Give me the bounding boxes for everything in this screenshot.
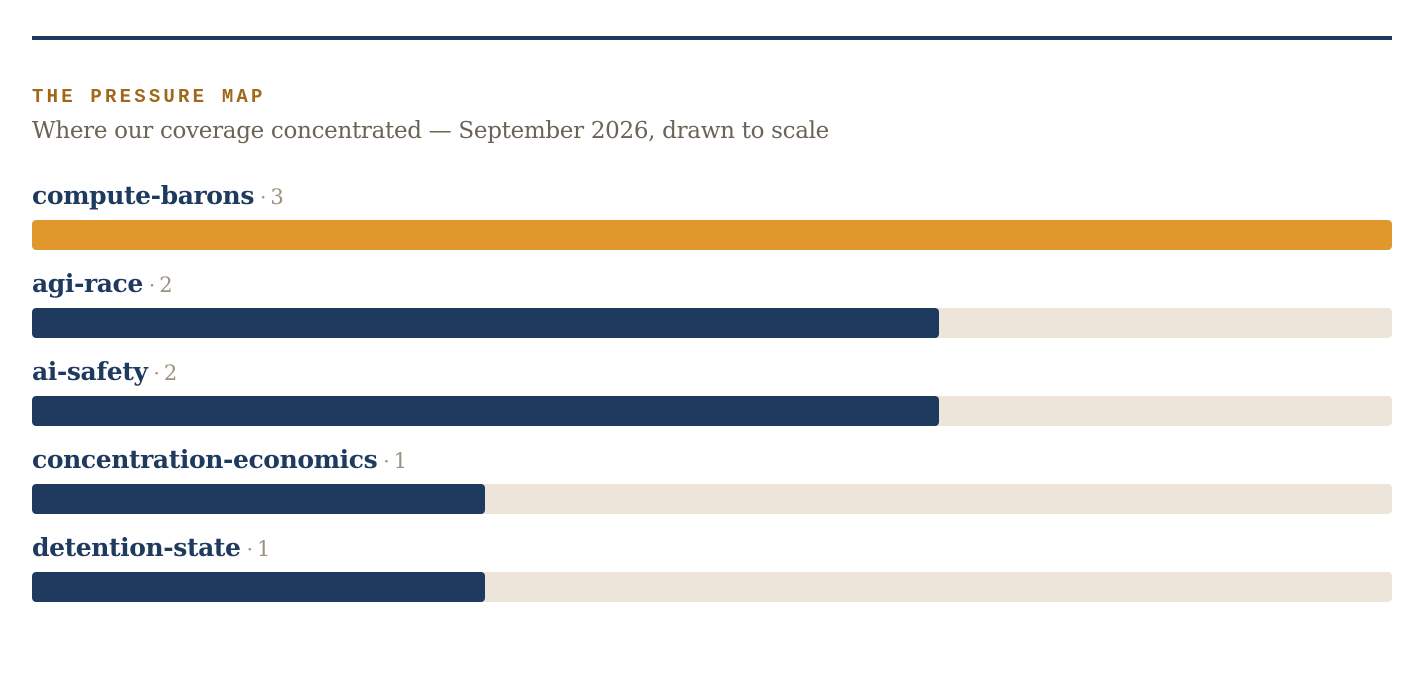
category-label: compute-barons [32,181,255,210]
value-label: 2 [163,361,178,385]
bar-row-agi-race: agi-race · 2 [32,258,1392,346]
label-separator: · [260,185,267,209]
category-label: concentration-economics [32,445,378,474]
chart-kicker: THE PRESSURE MAP [32,86,266,108]
label-separator: · [246,537,253,561]
bar [32,308,939,338]
category-label: agi-race [32,269,143,298]
pressure-map-panel: THE PRESSURE MAP Where our coverage conc… [32,36,1392,610]
bar-track [32,572,1392,602]
chart-subtitle: Where our coverage concentrated — Septem… [32,118,829,144]
bar-label: ai-safety · 2 [32,356,177,392]
top-rule [32,36,1392,40]
bar-track [32,308,1392,338]
bar-label: concentration-economics · 1 [32,444,407,480]
bar-label: detention-state · 1 [32,532,270,568]
value-label: 2 [159,273,173,297]
value-label: 1 [256,537,271,561]
bar-track [32,396,1392,426]
label-separator: · [148,273,156,297]
value-label: 1 [393,449,408,473]
bar [32,484,485,514]
bar-track [32,220,1392,250]
bar-row-concentration-economics: concentration-economics · 1 [32,434,1392,522]
bar-track [32,484,1392,514]
bar [32,220,1392,250]
bar-row-compute-barons: compute-barons · 3 [32,170,1392,258]
category-label: ai-safety [32,357,148,386]
bar-label: agi-race · 2 [32,268,173,304]
value-label: 3 [270,185,284,209]
bar-rows: compute-barons · 3 agi-race · 2 ai-safety · 2 con… [32,170,1392,610]
bar [32,396,939,426]
bar-label: compute-barons · 3 [32,180,284,216]
category-label: detention-state [32,533,241,562]
label-separator: · [383,449,390,473]
label-separator: · [153,361,160,385]
bar [32,572,485,602]
bar-row-detention-state: detention-state · 1 [32,522,1392,610]
bar-row-ai-safety: ai-safety · 2 [32,346,1392,434]
